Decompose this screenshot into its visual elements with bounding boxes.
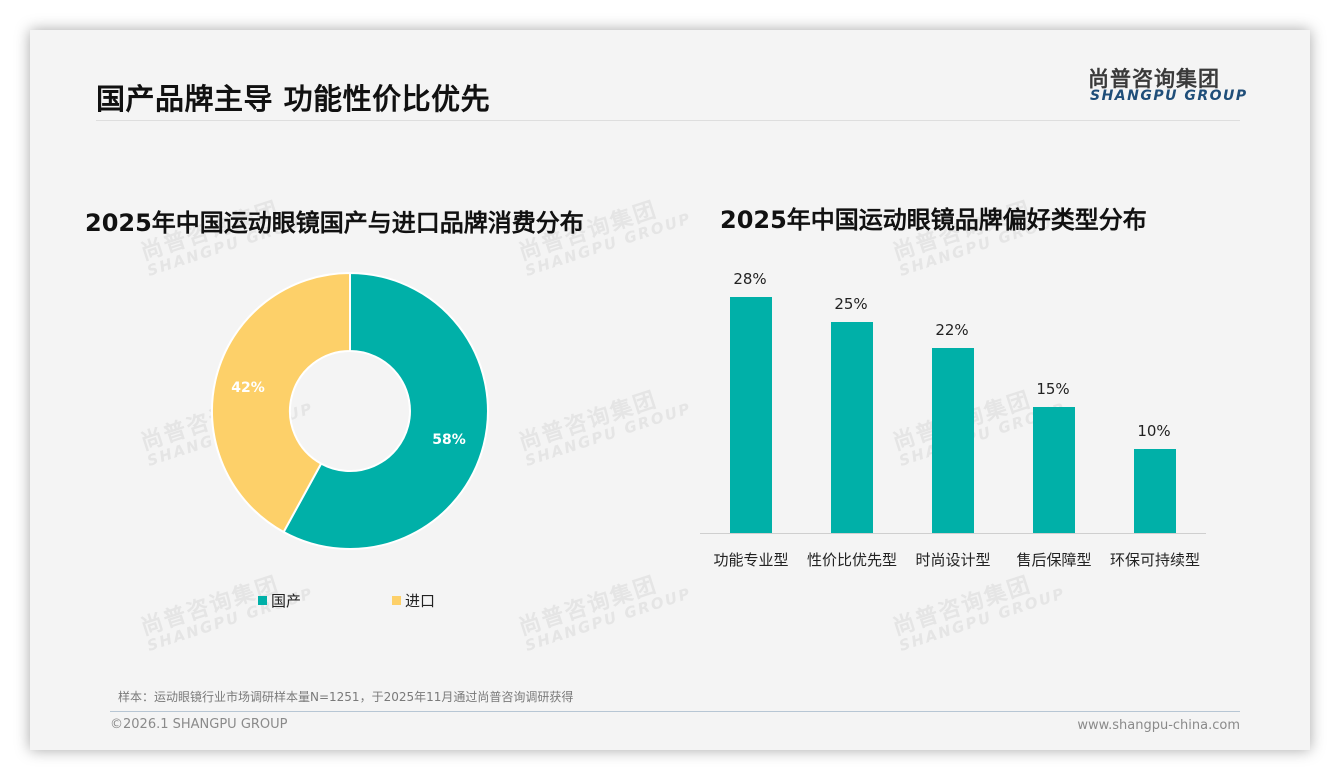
legend-swatch-icon: [392, 596, 401, 605]
slice-imported: [211, 272, 351, 534]
page-title: 国产品牌主导 功能性价比优先: [96, 82, 491, 116]
legend-item-domestic: 国产: [258, 590, 301, 611]
legend-label: 进口: [405, 592, 436, 610]
bar-value-label: 22%: [935, 321, 969, 339]
logo-chinese: 尚普咨询集团: [1088, 67, 1220, 91]
bar-chart-title: 2025年中国运动眼镜品牌偏好类型分布: [720, 206, 1147, 234]
website-url: www.shangpu-china.com: [1077, 718, 1240, 733]
bar-category-label: 性价比优先型: [806, 551, 897, 569]
bar-chart: 28% 功能专业型 25% 性价比优先型 22% 时尚设计型 15% 售后保障型…: [700, 260, 1206, 600]
bar-value-label: 15%: [1036, 380, 1070, 398]
copyright: ©2026.1 SHANGPU GROUP: [110, 717, 288, 732]
bar-category-label: 功能专业型: [713, 551, 789, 569]
bar-value-label: 28%: [733, 270, 767, 288]
bar: [932, 348, 974, 533]
bar: [730, 297, 772, 533]
footer-divider: [110, 711, 1240, 712]
legend-label: 国产: [271, 592, 302, 610]
bar-category-label: 环保可持续型: [1109, 551, 1200, 569]
bar: [1033, 407, 1075, 533]
bar-category-label: 售后保障型: [1016, 551, 1092, 569]
bar: [831, 322, 873, 533]
slice-domestic: [282, 272, 489, 550]
bar: [1134, 449, 1176, 533]
bar-category-label: 时尚设计型: [915, 551, 991, 569]
bar-value-label: 10%: [1137, 422, 1171, 440]
legend-swatch-icon: [258, 596, 267, 605]
x-axis: [700, 533, 1206, 534]
donut-chart-title: 2025年中国运动眼镜国产与进口品牌消费分布: [85, 209, 584, 237]
slide: 国产品牌主导 功能性价比优先 尚普咨询集团 SHANGPU GROUP 尚普咨询…: [30, 30, 1310, 750]
bar-value-label: 25%: [834, 295, 868, 313]
title-divider: [96, 120, 1240, 121]
logo-english: SHANGPU GROUP: [1090, 88, 1248, 104]
slice-label-domestic: 58%: [432, 432, 466, 448]
slice-label-imported: 42%: [231, 380, 265, 396]
donut-chart: 58% 42%: [211, 272, 489, 550]
legend-item-imported: 进口: [392, 590, 435, 611]
sample-note: 样本：运动眼镜行业市场调研样本量N=1251，于2025年11月通过尚普咨询调研…: [118, 690, 574, 704]
